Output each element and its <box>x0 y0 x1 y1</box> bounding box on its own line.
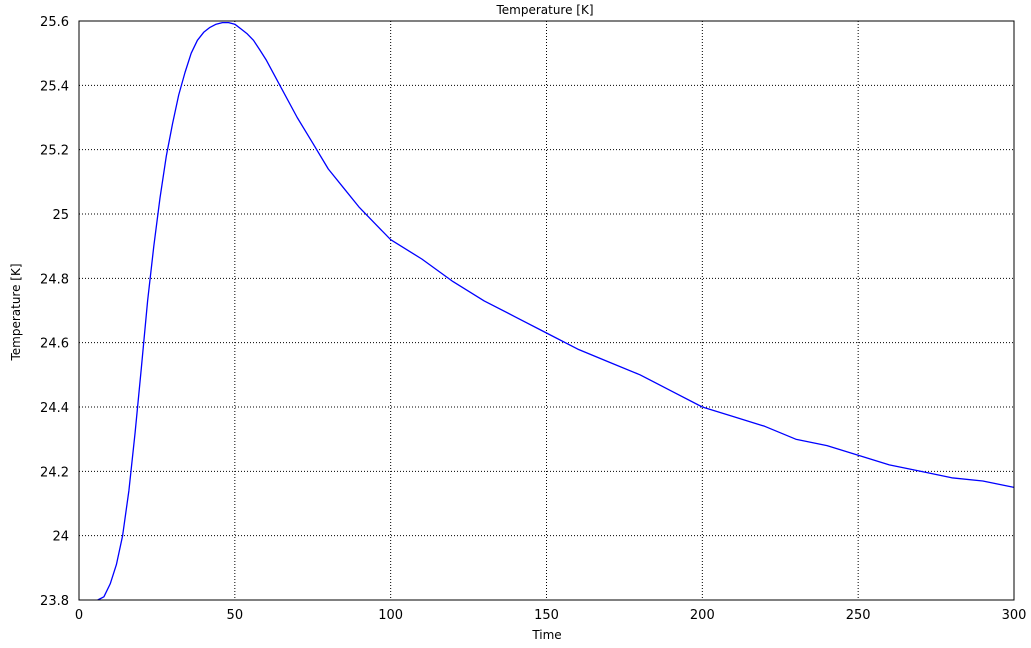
y-tick-label: 25.6 <box>40 15 69 30</box>
y-tick-label: 23.8 <box>40 594 69 609</box>
x-tick-label: 100 <box>378 608 403 623</box>
y-tick-label: 24 <box>52 530 69 545</box>
x-tick-label: 200 <box>690 608 715 623</box>
y-axis-title: Temperature [K] <box>9 263 23 361</box>
y-tick-label: 24.8 <box>40 272 69 287</box>
temperature-series-line <box>97 21 1015 601</box>
x-tick-label: 250 <box>846 608 871 623</box>
tick-labels: 0 50 100 150 200 250 300 23.8 24 24.2 24.4 24.6 24.8… <box>40 15 1026 623</box>
chart-title: Temperature [K] <box>495 3 593 17</box>
y-tick-label: 25 <box>52 208 69 223</box>
grid-lines <box>79 21 1014 600</box>
series-layer <box>97 21 1015 601</box>
y-tick-label: 24.4 <box>40 401 69 416</box>
y-tick-label: 24.2 <box>40 465 69 480</box>
x-tick-label: 150 <box>534 608 559 623</box>
y-tick-label: 24.6 <box>40 337 69 352</box>
x-axis-title: Time <box>531 628 561 642</box>
x-tick-label: 0 <box>75 608 83 623</box>
plot-frame <box>78 20 1015 601</box>
x-tick-label: 300 <box>1002 608 1027 623</box>
x-tick-label: 50 <box>227 608 244 623</box>
y-tick-label: 25.4 <box>40 79 69 94</box>
y-tick-label: 25.2 <box>40 144 69 159</box>
